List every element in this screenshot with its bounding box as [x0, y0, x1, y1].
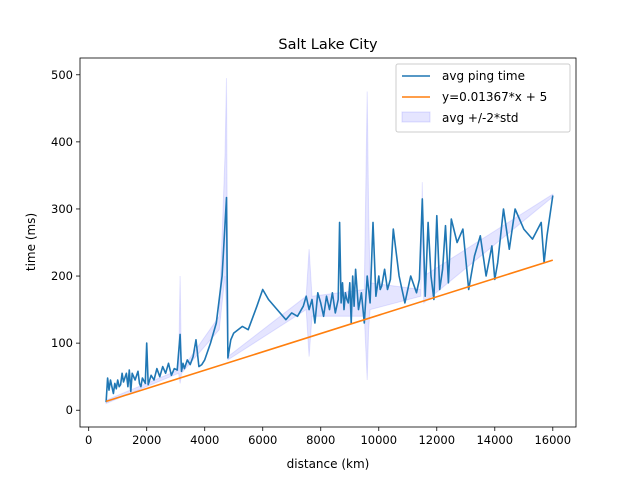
legend-label-avg: avg ping time [442, 69, 525, 83]
x-tick-label: 0 [85, 433, 92, 447]
x-tick-label: 6000 [248, 433, 277, 447]
y-tick-label: 0 [66, 403, 73, 417]
x-tick-label: 10000 [360, 433, 397, 447]
y-tick-label: 400 [51, 135, 73, 149]
chart-title: Salt Lake City [278, 37, 378, 53]
x-tick-label: 12000 [418, 433, 455, 447]
x-tick-label: 4000 [190, 433, 219, 447]
series-layer [105, 195, 554, 403]
x-tick-label: 2000 [132, 433, 161, 447]
y-axis-ticks: 0 100 200 300 400 500 [51, 68, 80, 417]
y-tick-label: 500 [51, 68, 73, 82]
x-axis-label: distance (km) [287, 457, 370, 471]
y-axis-label: time (ms) [24, 213, 38, 271]
x-axis-ticks: 0 2000 4000 6000 8000 10000 12000 14000 16000 [85, 427, 571, 447]
legend-label-band: avg +/-2*std [442, 111, 519, 125]
plot-frame [79, 57, 577, 428]
avg-ping-line [105, 195, 554, 403]
x-tick-label: 8000 [306, 433, 335, 447]
y-tick-label: 300 [51, 202, 73, 216]
legend-swatch-band [401, 111, 431, 123]
fit-line [105, 259, 554, 403]
legend-label-fit: y=0.01367*x + 5 [442, 90, 547, 104]
y-tick-label: 100 [51, 336, 73, 350]
y-tick-label: 200 [51, 269, 73, 283]
x-tick-label: 14000 [476, 433, 513, 447]
x-tick-label: 16000 [534, 433, 571, 447]
legend: avg ping time y=0.01367*x + 5 avg +/-2*s… [395, 63, 571, 133]
legend-box [395, 63, 571, 133]
